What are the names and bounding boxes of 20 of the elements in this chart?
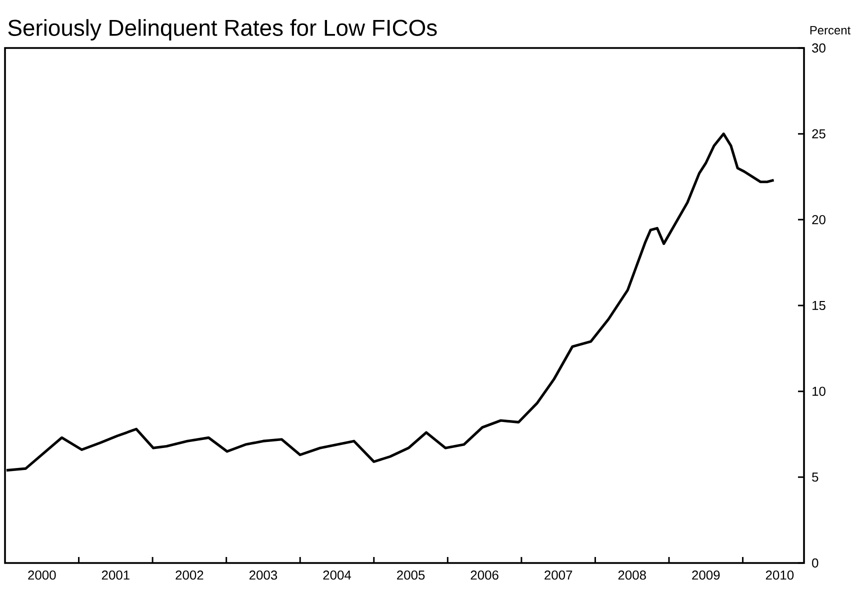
x-tick-label: 2006 — [470, 570, 498, 580]
y-tick-label: 30 — [812, 43, 826, 53]
x-tick-label: 2010 — [766, 570, 794, 580]
y-tick-label: 10 — [812, 386, 826, 396]
x-tick-label: 2000 — [28, 570, 56, 580]
chart-title: Seriously Delinquent Rates for Low FICOs — [8, 19, 437, 40]
y-tick-label: 5 — [812, 472, 818, 482]
x-tick-label: 2009 — [692, 570, 720, 580]
x-tick-label: 2003 — [249, 570, 278, 580]
y-axis-title: Percent — [810, 26, 851, 34]
x-tick-label: 2008 — [618, 570, 646, 580]
x-tick-label: 2005 — [397, 570, 425, 580]
x-tick-label: 2004 — [323, 570, 352, 580]
y-tick-label: 0 — [812, 558, 818, 568]
y-tick-label: 25 — [812, 129, 826, 138]
y-tick-label: 15 — [812, 300, 826, 310]
y-tick-label: 20 — [812, 215, 826, 224]
x-tick-label: 2001 — [102, 570, 130, 580]
x-tick-label: 2002 — [176, 570, 204, 580]
x-tick-label: 2007 — [544, 570, 572, 580]
